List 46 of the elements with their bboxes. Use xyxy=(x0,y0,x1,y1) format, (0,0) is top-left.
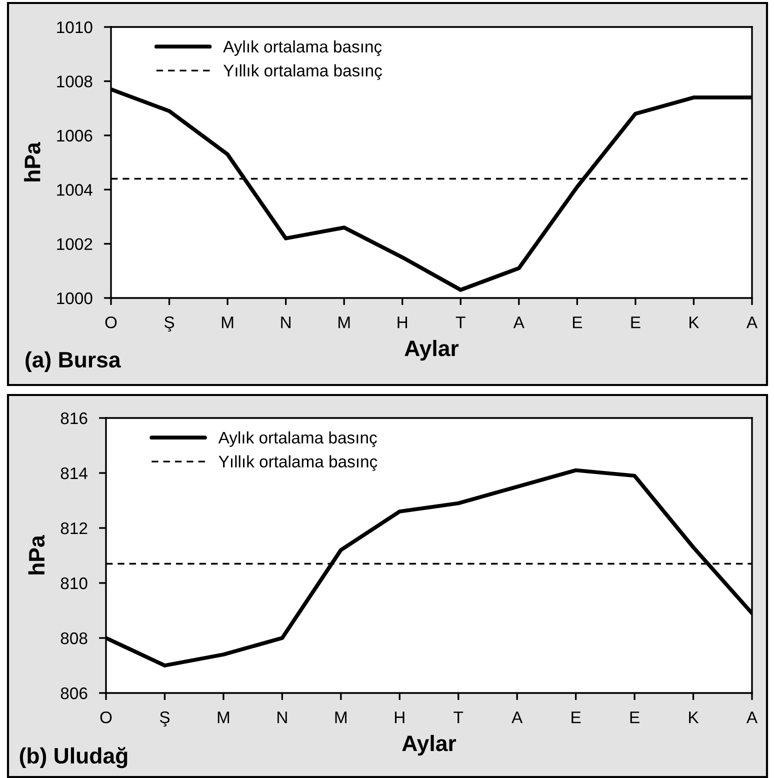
x-tick-label: O xyxy=(105,316,117,328)
y-tick-label: 1004 xyxy=(57,184,92,196)
x-tick-label: Ş xyxy=(160,711,170,727)
y-tick-label: 1006 xyxy=(57,130,92,142)
legend-label: Yıllık ortalama basınç xyxy=(218,455,378,471)
y-tick-label: 810 xyxy=(60,577,88,590)
x-tick-label: O xyxy=(100,711,112,724)
x-tick-label: M xyxy=(338,316,350,328)
x-tick-label: M xyxy=(218,712,230,724)
legend-label: Yıllık ortalama basınç xyxy=(223,64,382,80)
x-tick-label: A xyxy=(746,712,758,724)
x-tick-label: M xyxy=(335,712,346,724)
legend-label: Aylık ortalama basınç xyxy=(223,40,382,56)
x-tick-label: E xyxy=(572,712,581,724)
y-axis-title: hPa xyxy=(24,142,40,182)
x-axis-title: Aylar xyxy=(402,734,456,756)
x-tick-label: T xyxy=(454,712,464,724)
x-tick-label: N xyxy=(278,712,287,724)
x-tick-label: H xyxy=(394,712,404,724)
y-tick-label: 1008 xyxy=(57,76,92,88)
y-tick-label: 816 xyxy=(60,412,88,424)
x-axis-title: Aylar xyxy=(404,340,459,361)
text: (a) Bursa xyxy=(26,351,121,372)
y-tick-label: 814 xyxy=(60,467,88,480)
y-tick-label: 1002 xyxy=(57,238,92,250)
x-tick-label: A xyxy=(512,712,523,724)
y-tick-label: 1010 xyxy=(57,21,92,34)
y-tick-label: 1000 xyxy=(57,292,92,304)
x-tick-label: K xyxy=(690,316,700,328)
y-axis-title: hPa xyxy=(28,534,45,574)
x-tick-label: K xyxy=(689,712,699,724)
x-tick-label: T xyxy=(456,316,466,328)
x-tick-label: E xyxy=(630,712,640,724)
text: (b) Uludağ xyxy=(20,747,128,768)
y-tick-label: 812 xyxy=(60,522,88,534)
x-tick-label: N xyxy=(281,316,290,328)
x-tick-label: H xyxy=(398,316,408,328)
x-tick-label: Ş xyxy=(164,316,174,332)
y-tick-label: 808 xyxy=(60,632,88,644)
x-tick-label: M xyxy=(222,316,234,328)
legend-label: Aylık ortalama basınç xyxy=(218,431,377,447)
x-tick-label: E xyxy=(572,316,582,328)
x-tick-label: A xyxy=(746,316,758,328)
x-tick-label: E xyxy=(631,316,640,328)
y-tick-label: 806 xyxy=(60,687,88,700)
x-tick-label: A xyxy=(513,316,524,328)
